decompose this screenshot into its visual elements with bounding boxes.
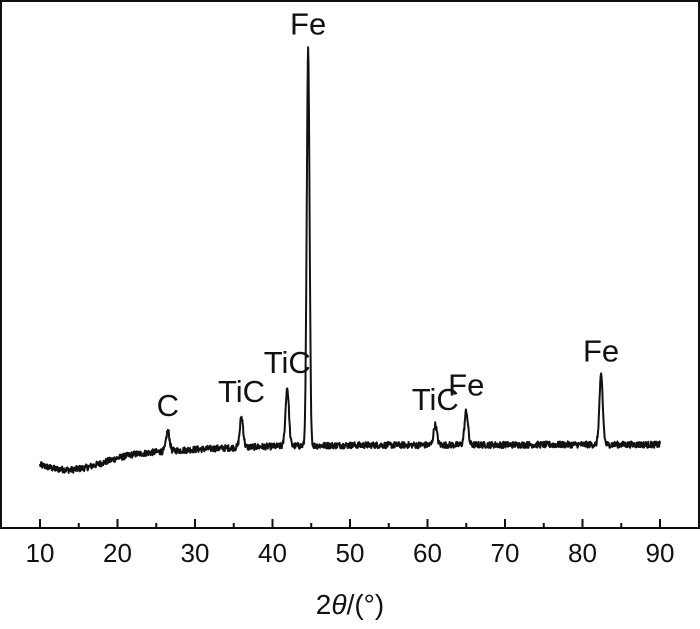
x-ticks (39, 519, 661, 528)
x-tick-label: 70 (491, 538, 520, 568)
peak-label-fe: Fe (448, 368, 484, 403)
x-tick-label: 40 (258, 538, 287, 568)
peak-label-fe: Fe (583, 333, 619, 368)
peak-label-c: C (157, 388, 179, 423)
x-tick-label: 20 (103, 538, 132, 568)
x-tick-label: 50 (336, 538, 365, 568)
peak-label-tic: TiC (264, 345, 311, 380)
x-tick-labels: 10 20 30 40 50 60 70 80 90 (26, 538, 675, 568)
x-tick-label: 30 (181, 538, 210, 568)
x-tick-label: 60 (413, 538, 442, 568)
peak-label-fe: Fe (290, 7, 326, 42)
x-tick-label: 90 (646, 538, 675, 568)
x-tick-label: 10 (26, 538, 55, 568)
plot-frame (0, 0, 700, 529)
x-axis-label: 2θ/(°) (316, 589, 384, 620)
x-tick-label: 80 (568, 538, 597, 568)
diffraction-pattern-line (39, 46, 661, 474)
peak-label-tic: TiC (412, 382, 459, 417)
peak-label-tic: TiC (218, 374, 265, 409)
